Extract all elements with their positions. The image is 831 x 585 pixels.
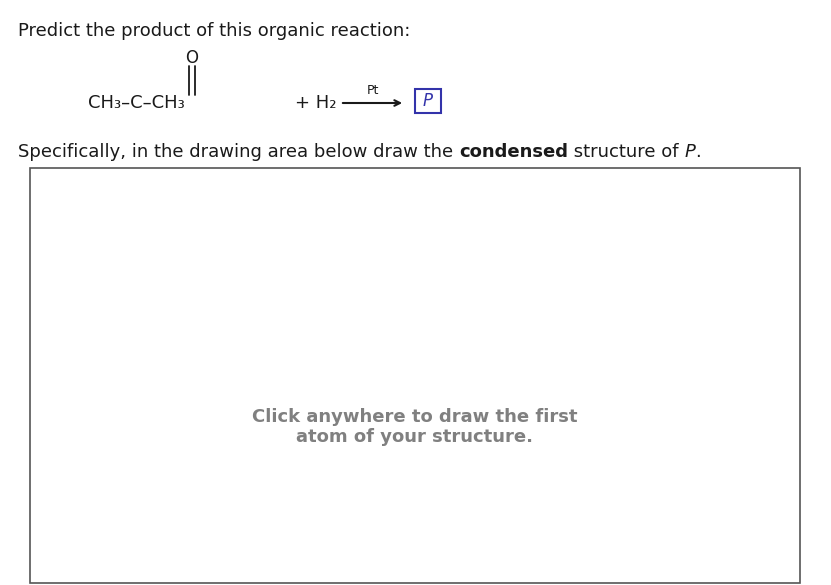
Bar: [415, 89, 441, 113]
Text: + H₂: + H₂: [295, 94, 337, 112]
Text: CH₃–C–CH₃: CH₃–C–CH₃: [88, 94, 184, 112]
Text: Specifically, in the drawing area below draw the: Specifically, in the drawing area below …: [18, 143, 459, 161]
Text: O: O: [185, 49, 199, 67]
Text: Predict the product of this organic reaction:: Predict the product of this organic reac…: [18, 22, 411, 40]
Text: P: P: [684, 143, 695, 161]
Bar: [30, 168, 800, 583]
Text: Click anywhere to draw the first: Click anywhere to draw the first: [253, 408, 578, 426]
Text: .: .: [695, 143, 701, 161]
Text: Pt: Pt: [366, 84, 379, 97]
Text: structure of: structure of: [568, 143, 684, 161]
Text: atom of your structure.: atom of your structure.: [297, 428, 534, 446]
Text: P: P: [423, 92, 433, 110]
Text: condensed: condensed: [459, 143, 568, 161]
